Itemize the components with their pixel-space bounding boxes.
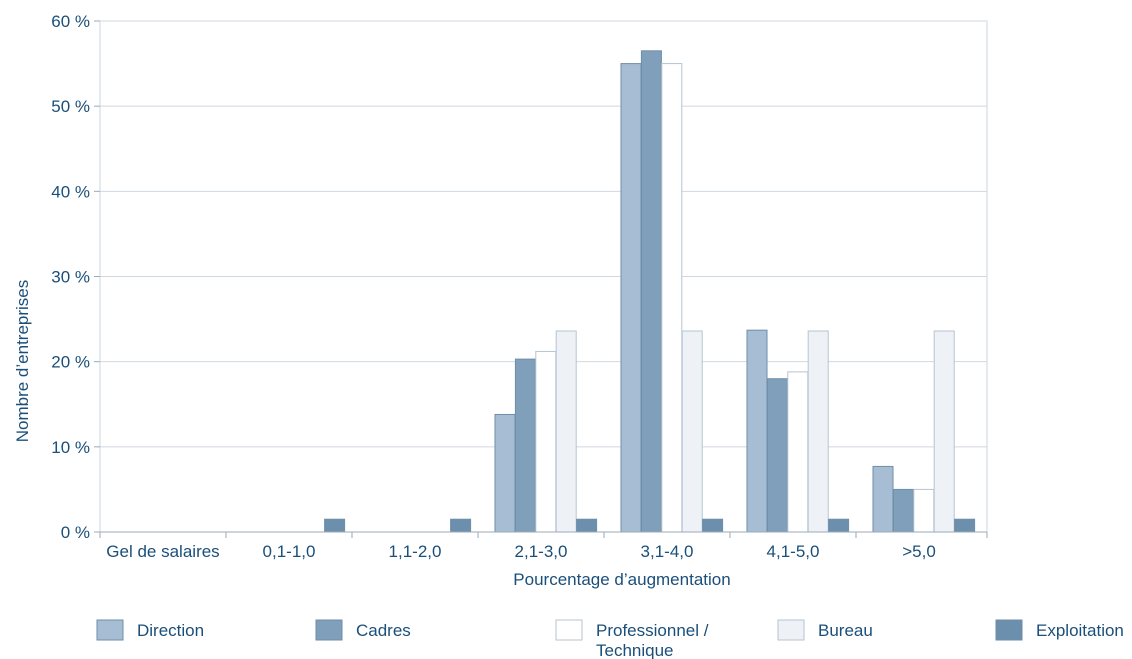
y-tick-label: 30 % bbox=[51, 268, 90, 287]
legend-item: Bureau bbox=[777, 619, 873, 641]
bar-bureau-3 bbox=[555, 330, 577, 533]
y-tick-label: 20 % bbox=[51, 353, 90, 372]
bar-bureau-4 bbox=[681, 330, 703, 533]
y-tick-label: 10 % bbox=[51, 438, 90, 457]
bar-cadres-6 bbox=[892, 488, 914, 533]
legend-label: Cadres bbox=[356, 621, 411, 640]
y-tick-label: 40 % bbox=[51, 182, 90, 201]
legend-label: Direction bbox=[137, 621, 204, 640]
legend-label: Exploitation bbox=[1036, 621, 1124, 640]
bar-direction-6 bbox=[872, 465, 894, 533]
x-tick-label: >5,0 bbox=[902, 542, 936, 561]
bar-cadres-5 bbox=[766, 378, 788, 533]
bar-professionnel-technique-5 bbox=[787, 371, 809, 533]
x-tick-label: 0,1-1,0 bbox=[263, 542, 316, 561]
legend-label: Professionnel / Technique bbox=[596, 621, 709, 659]
legend-label: Bureau bbox=[818, 621, 873, 640]
legend-swatch bbox=[555, 619, 583, 641]
legend: Direction Cadres Professionnel / Technique B… bbox=[96, 619, 1124, 659]
y-tick-label: 0 % bbox=[61, 523, 90, 542]
legend-swatch bbox=[96, 619, 124, 641]
bar-direction-5 bbox=[746, 329, 768, 533]
x-tick-label: 2,1-3,0 bbox=[515, 542, 568, 561]
bars bbox=[324, 50, 976, 533]
axes bbox=[94, 20, 988, 538]
legend-swatch bbox=[777, 619, 805, 641]
legend-item: Cadres bbox=[315, 619, 411, 641]
x-tick-label: 4,1-5,0 bbox=[767, 542, 820, 561]
y-axis-title: Nombre d’entreprises bbox=[13, 280, 32, 443]
legend-item: Direction bbox=[96, 619, 204, 641]
bar-exploitation-4 bbox=[702, 518, 724, 533]
bar-exploitation-5 bbox=[828, 518, 850, 533]
bar-cadres-4 bbox=[640, 50, 662, 533]
bar-professionnel-technique-6 bbox=[913, 488, 935, 533]
bar-exploitation-2 bbox=[450, 518, 472, 533]
x-tick-label: Gel de salaires bbox=[106, 542, 219, 561]
legend-swatch bbox=[315, 619, 343, 641]
bar-direction-4 bbox=[620, 63, 642, 533]
x-axis-title: Pourcentage d’augmentation bbox=[513, 570, 730, 589]
legend-item: Professionnel / Technique bbox=[555, 619, 709, 659]
bar-bureau-6 bbox=[933, 330, 955, 533]
tick-labels: 0 % 10 % 20 % 30 % 40 % 50 % 60 % Gel de salair… bbox=[51, 12, 936, 561]
y-tick-label: 50 % bbox=[51, 97, 90, 116]
bar-exploitation-6 bbox=[954, 518, 976, 533]
bar-direction-3 bbox=[494, 413, 516, 533]
bar-exploitation-1 bbox=[324, 518, 346, 533]
bar-cadres-3 bbox=[514, 358, 536, 533]
x-tick-label: 1,1-2,0 bbox=[389, 542, 442, 561]
bar-professionnel-technique-3 bbox=[535, 350, 557, 533]
bar-exploitation-3 bbox=[576, 518, 598, 533]
bar-bureau-5 bbox=[807, 330, 829, 533]
bar-professionnel-technique-4 bbox=[661, 63, 683, 533]
y-tick-label: 60 % bbox=[51, 12, 90, 31]
x-tick-label: 3,1-4,0 bbox=[641, 542, 694, 561]
legend-swatch bbox=[995, 619, 1023, 641]
legend-item: Exploitation bbox=[995, 619, 1124, 641]
